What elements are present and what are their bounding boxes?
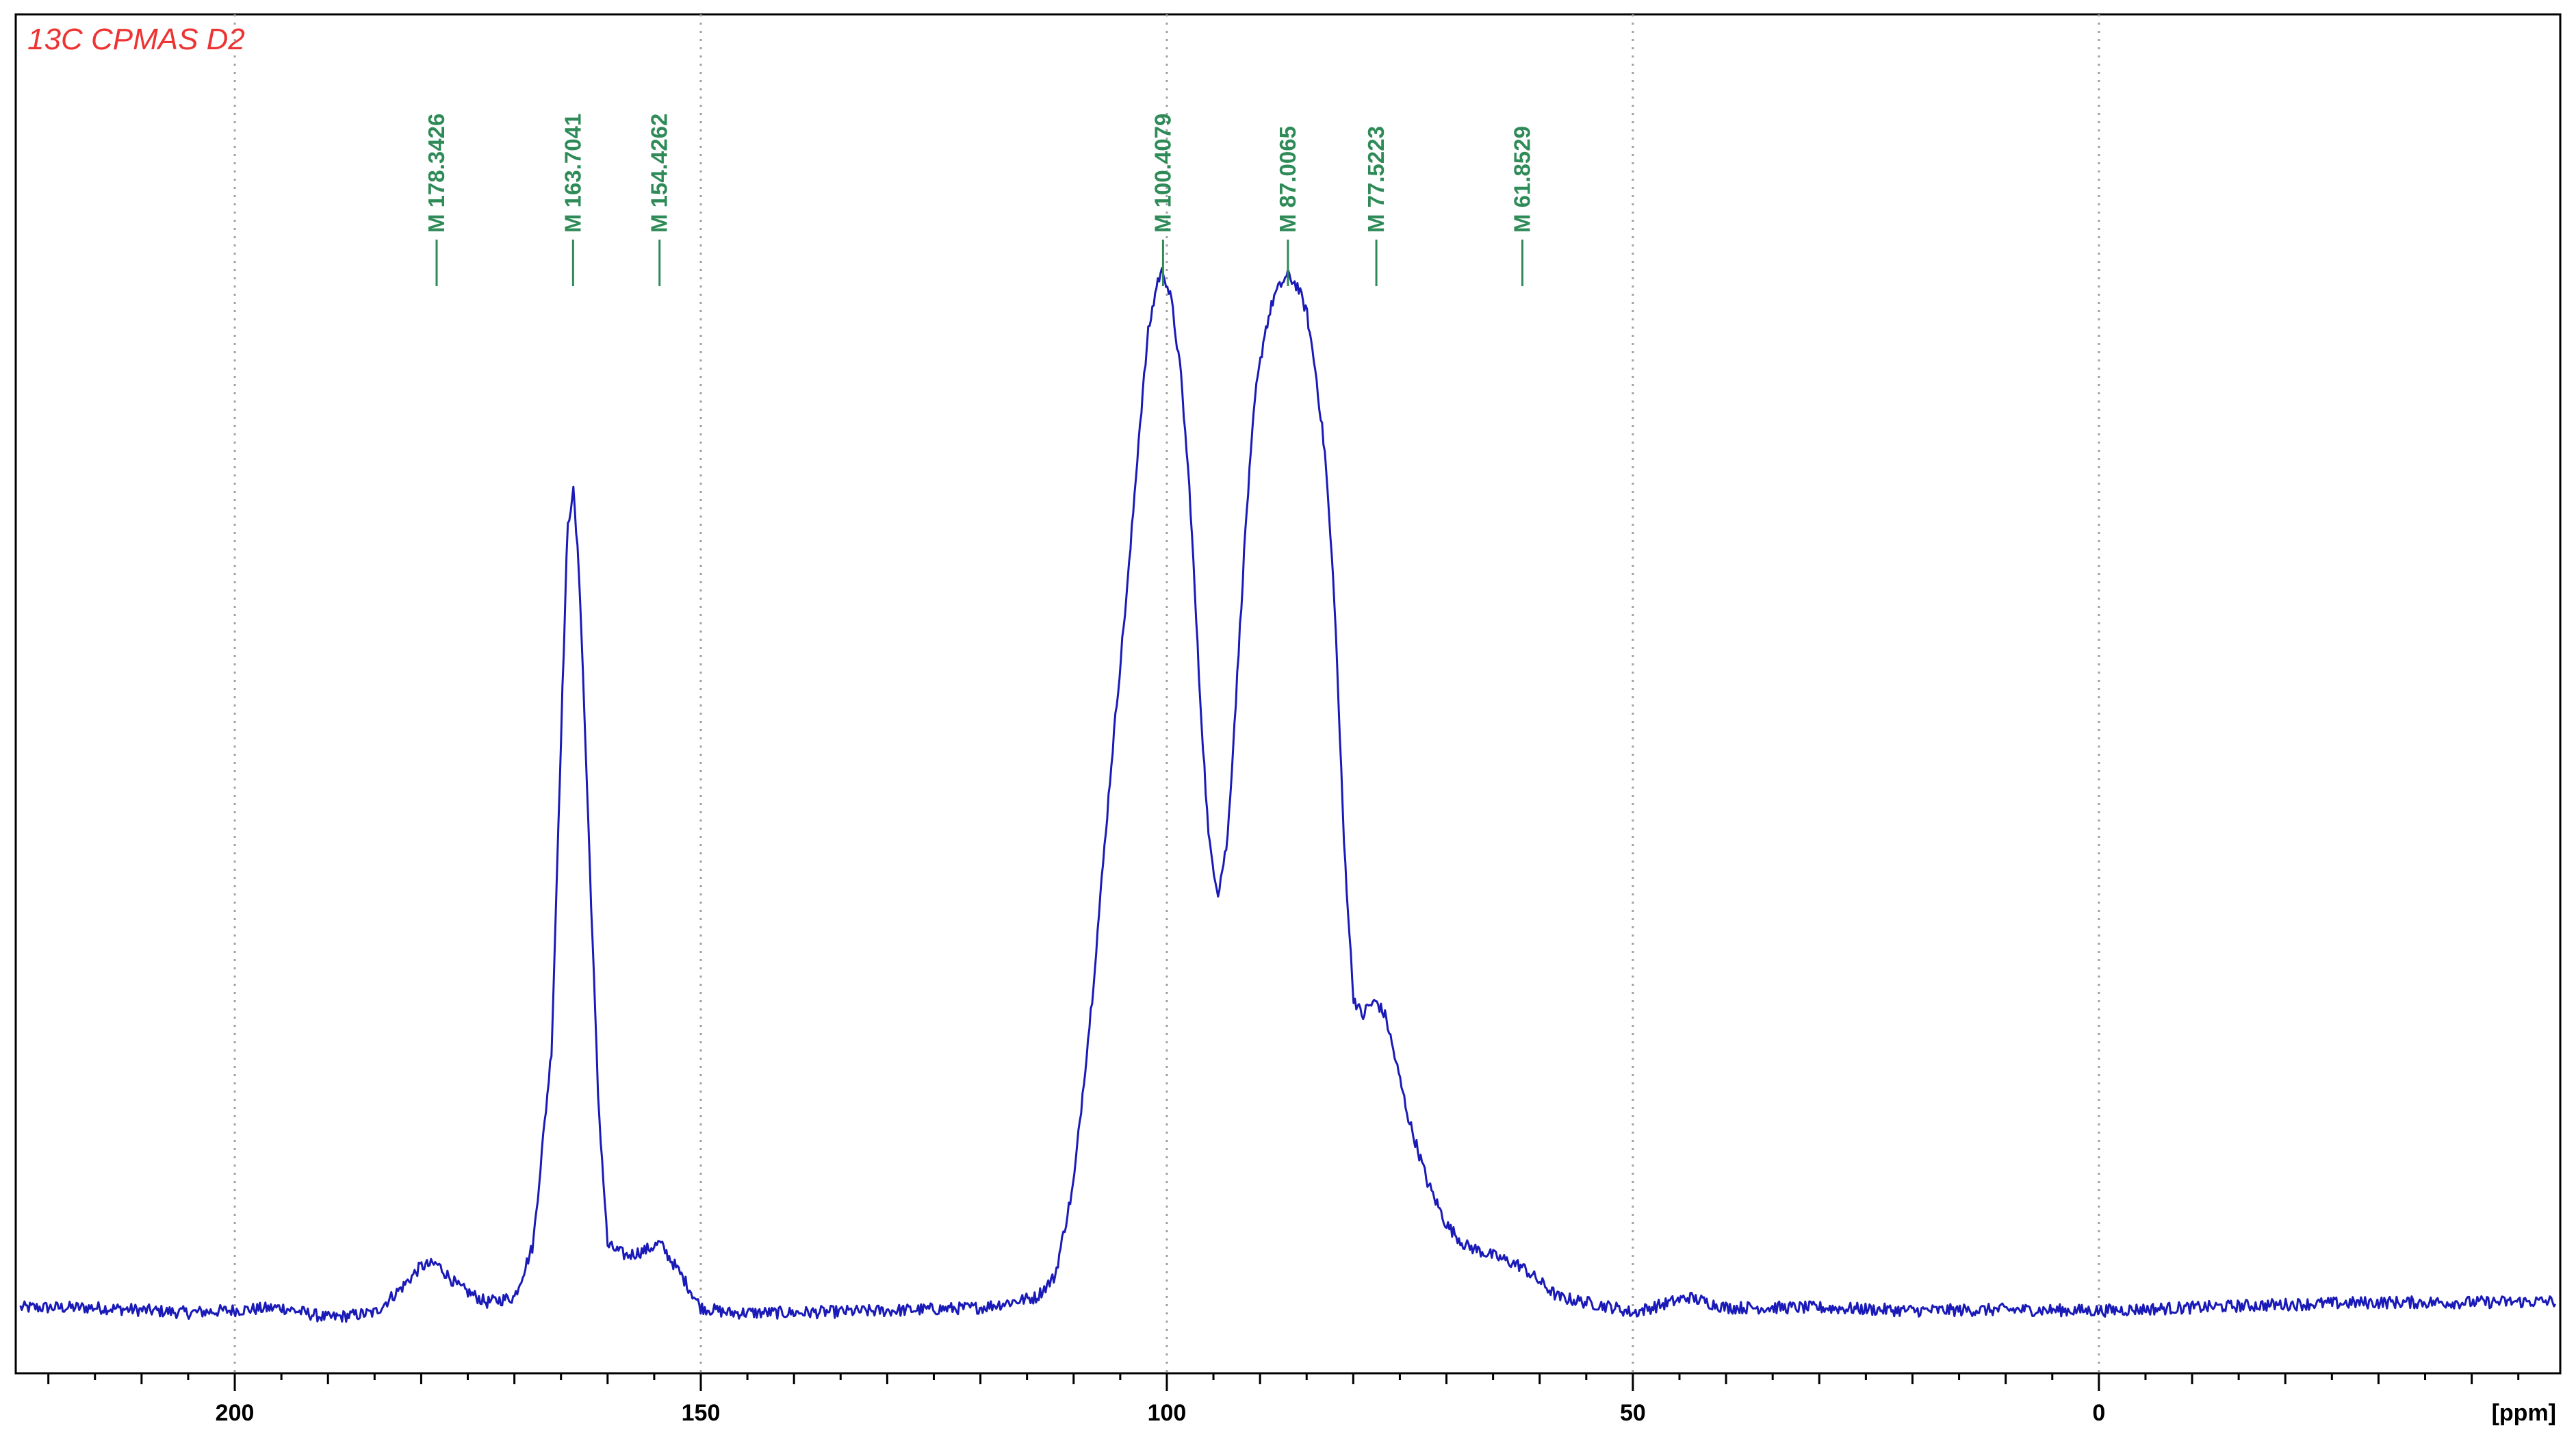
peak-label: M 178.3426 xyxy=(424,114,449,233)
x-tick-label: 100 xyxy=(1148,1400,1187,1426)
x-tick-label: 50 xyxy=(1620,1400,1646,1426)
x-tick-label: 150 xyxy=(682,1400,721,1426)
x-tick-label: 0 xyxy=(2092,1400,2105,1426)
x-axis-label: [ppm] xyxy=(2492,1400,2556,1426)
peak-label: M 154.4262 xyxy=(647,114,672,233)
peak-label: M 61.8529 xyxy=(1509,126,1534,233)
x-tick-label: 200 xyxy=(216,1400,255,1426)
peak-label: M 100.4079 xyxy=(1150,114,1175,233)
peak-label: M 163.7041 xyxy=(560,114,585,233)
peak-label: M 77.5223 xyxy=(1363,126,1389,233)
chart-title: 13C CPMAS D2 xyxy=(27,23,245,56)
peak-label: M 87.0065 xyxy=(1275,126,1300,233)
x-axis: 200 150 100 50 0 xyxy=(47,1373,2520,1426)
peak-labels: M 178.3426 M 163.7041 M 154.4262 M 100.4079… xyxy=(424,114,1534,286)
